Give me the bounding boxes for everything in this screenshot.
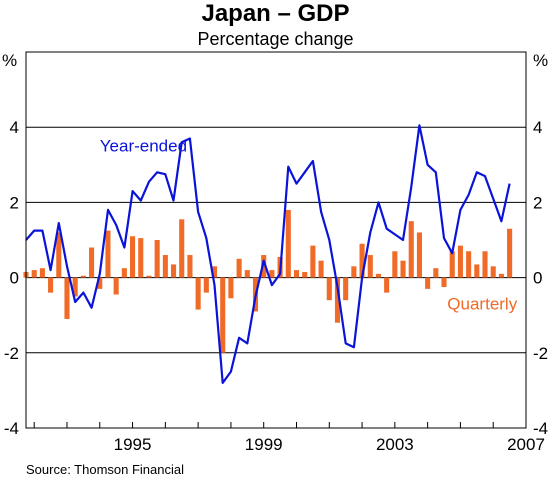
x-tick-label: 2007 xyxy=(507,435,545,454)
quarterly-bar xyxy=(392,251,398,278)
quarterly-bar xyxy=(400,260,406,278)
quarterly-bar xyxy=(121,268,127,278)
quarterly-bar xyxy=(367,255,373,278)
quarterly-bar xyxy=(220,277,226,353)
y-tick-label-left: 2 xyxy=(10,193,19,212)
quarterly-bar xyxy=(375,273,381,278)
quarterly-bar xyxy=(359,243,365,278)
year-ended-annotation: Year-ended xyxy=(100,137,187,156)
quarterly-bar xyxy=(466,251,472,278)
quarterly-bar xyxy=(195,277,201,310)
y-unit-left: % xyxy=(2,51,17,70)
quarterly-bar xyxy=(31,270,37,278)
quarterly-bar xyxy=(228,277,234,299)
quarterly-bar xyxy=(441,277,447,287)
quarterly-bar xyxy=(433,268,439,278)
quarterly-bar xyxy=(97,277,103,289)
quarterly-bar xyxy=(48,277,54,293)
quarterly-bar xyxy=(285,209,291,278)
quarterly-bar xyxy=(105,230,111,278)
axis-ticks xyxy=(33,422,527,428)
quarterly-bar xyxy=(261,255,267,278)
plot-frame xyxy=(25,51,527,429)
quarterly-bar xyxy=(318,260,324,278)
quarterly-bar xyxy=(130,236,136,278)
y-tick-label-right: 0 xyxy=(533,269,542,288)
quarterly-bar xyxy=(269,270,275,278)
quarterly-bar xyxy=(293,270,300,278)
quarterly-bar xyxy=(39,268,45,278)
annotations: Year-ended Quarterly xyxy=(100,137,518,314)
quarterly-bar xyxy=(351,266,357,278)
chart-subtitle: Percentage change xyxy=(197,29,354,49)
quarterly-bar xyxy=(171,264,177,278)
x-tick-label: 1995 xyxy=(114,435,152,454)
y-tick-label-left: -4 xyxy=(4,419,19,438)
year-ended-line-group xyxy=(25,124,511,384)
quarterly-bars xyxy=(23,209,513,353)
chart-title: Japan – GDP xyxy=(201,0,350,27)
quarterly-bar xyxy=(203,277,209,293)
quarterly-annotation: Quarterly xyxy=(447,295,517,314)
quarterly-bar xyxy=(416,232,422,278)
y-tick-label-left: 4 xyxy=(10,118,19,137)
quarterly-bar xyxy=(490,266,496,278)
quarterly-bar xyxy=(56,232,62,278)
quarterly-bar xyxy=(334,277,341,323)
quarterly-bar xyxy=(113,277,119,295)
quarterly-bar xyxy=(482,251,488,278)
quarterly-bar xyxy=(343,277,349,301)
y-tick-label-right: -4 xyxy=(533,419,548,438)
y-tick-label-right: 4 xyxy=(533,118,542,137)
quarterly-bar xyxy=(408,221,414,278)
quarterly-bar xyxy=(384,277,390,293)
quarterly-bar xyxy=(310,245,316,278)
quarterly-bar xyxy=(211,266,218,278)
axis-labels: -4 -4 -2 -2 0 0 2 2 4 4% % 1995 1999 2003 2007 xyxy=(2,51,548,454)
quarterly-bar xyxy=(449,251,455,278)
source-note: Source: Thomson Financial xyxy=(26,462,185,477)
quarterly-bar xyxy=(507,228,513,278)
quarterly-bar xyxy=(146,275,152,278)
quarterly-bar xyxy=(72,277,78,297)
y-tick-label-left: -2 xyxy=(4,344,19,363)
quarterly-bar xyxy=(162,255,168,278)
quarterly-bar xyxy=(457,245,463,278)
quarterly-bar xyxy=(187,255,193,278)
quarterly-bar xyxy=(89,247,95,278)
quarterly-bar xyxy=(244,270,250,278)
quarterly-bar xyxy=(425,277,431,289)
quarterly-bar xyxy=(302,271,308,278)
quarterly-bar xyxy=(154,240,160,278)
quarterly-bar xyxy=(179,219,185,278)
y-tick-label-right: -2 xyxy=(533,344,548,363)
y-unit-right: % xyxy=(533,51,548,70)
x-tick-label: 2003 xyxy=(376,435,414,454)
quarterly-bar xyxy=(236,258,242,278)
x-tick-label: 1999 xyxy=(245,435,283,454)
y-tick-label-right: 2 xyxy=(533,193,542,212)
year-ended-line xyxy=(25,124,511,384)
y-tick-label-left: 0 xyxy=(10,269,19,288)
quarterly-bar xyxy=(138,238,144,278)
quarterly-bar xyxy=(498,273,504,278)
quarterly-bar xyxy=(474,264,480,278)
quarterly-bar xyxy=(64,277,70,319)
quarterly-bar xyxy=(326,277,332,301)
gridlines xyxy=(26,126,526,354)
quarterly-bar xyxy=(80,275,86,278)
